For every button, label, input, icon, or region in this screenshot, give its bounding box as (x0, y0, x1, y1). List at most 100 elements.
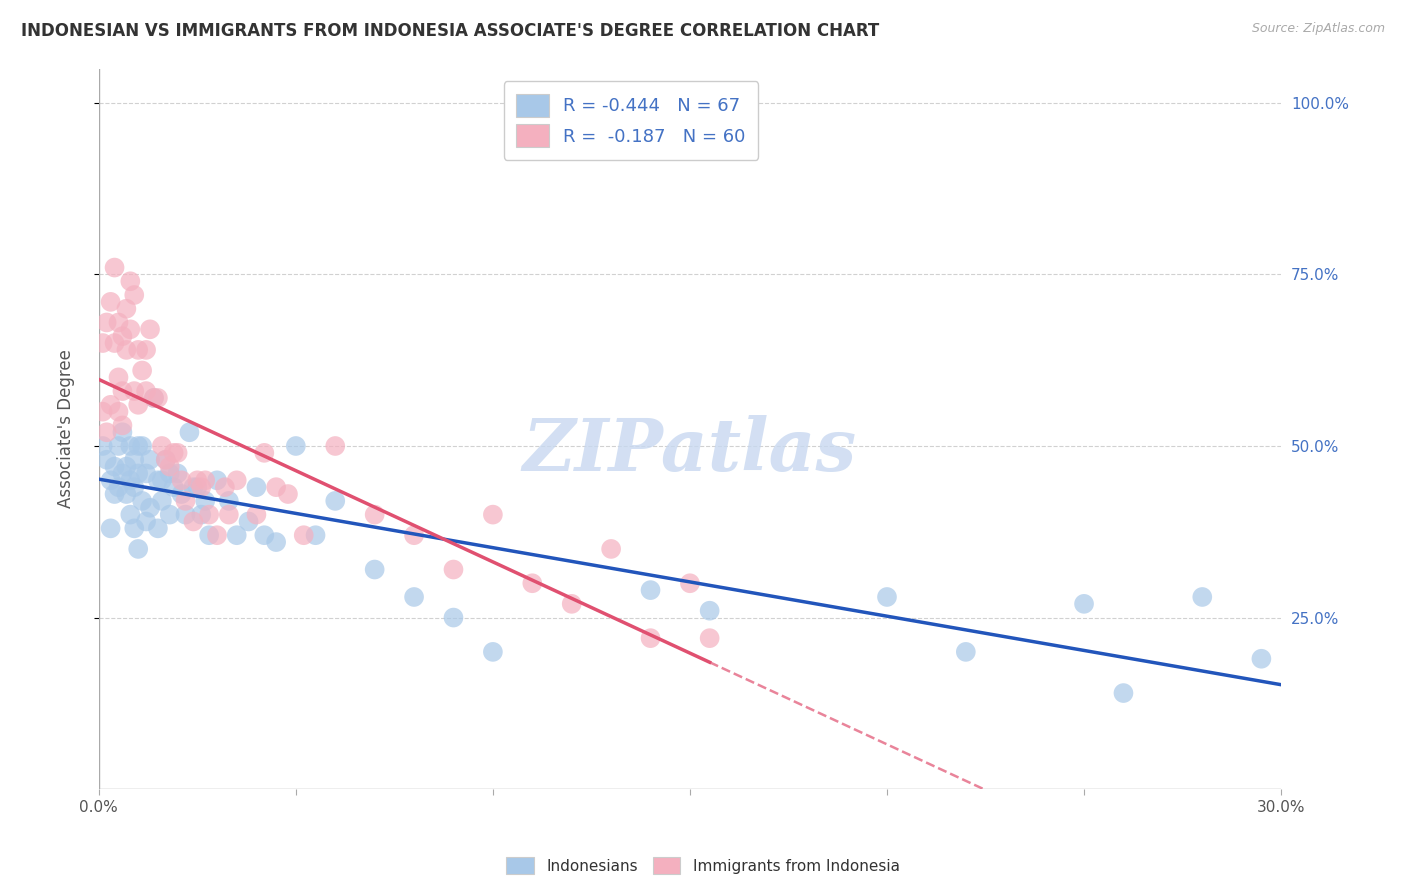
Point (264, 535, 287, 549)
Point (304, 528, 326, 542)
Point (143, 391, 166, 405)
Point (640, 583, 662, 598)
Point (103, 336, 125, 351)
Point (150, 494, 173, 508)
Point (120, 322, 142, 336)
Point (170, 473, 193, 487)
Point (245, 508, 267, 522)
Point (135, 467, 157, 481)
Point (699, 604, 721, 618)
Point (218, 508, 240, 522)
Point (96, 425, 118, 440)
Point (103, 260, 125, 275)
Point (115, 343, 138, 357)
Point (107, 480, 129, 494)
Point (323, 439, 346, 453)
Point (238, 515, 260, 529)
Point (107, 315, 129, 329)
Point (443, 562, 465, 576)
Point (100, 473, 122, 487)
Point (135, 515, 157, 529)
Text: Source: ZipAtlas.com: Source: ZipAtlas.com (1251, 22, 1385, 36)
Point (120, 508, 142, 522)
Point (146, 391, 169, 405)
Point (91, 336, 114, 351)
Point (111, 384, 134, 398)
Point (404, 590, 426, 604)
Legend: R = -0.444   N = 67, R =  -0.187   N = 60: R = -0.444 N = 67, R = -0.187 N = 60 (503, 81, 758, 160)
Text: INDONESIAN VS IMMIGRANTS FROM INDONESIA ASSOCIATE'S DEGREE CORRELATION CHART: INDONESIAN VS IMMIGRANTS FROM INDONESIA … (21, 22, 879, 40)
Point (443, 610, 465, 624)
Point (146, 521, 169, 535)
Point (679, 576, 702, 591)
Point (111, 425, 134, 440)
Point (127, 467, 149, 481)
Point (404, 528, 426, 542)
Point (127, 343, 149, 357)
Point (131, 363, 153, 377)
Point (103, 459, 125, 474)
Point (190, 480, 212, 494)
Y-axis label: Associate's Degree: Associate's Degree (58, 350, 75, 508)
Point (186, 480, 208, 494)
Point (640, 631, 662, 645)
Point (120, 274, 142, 288)
Point (174, 494, 197, 508)
Point (91, 439, 114, 453)
Text: ZIPatlas: ZIPatlas (523, 415, 858, 486)
Point (253, 446, 276, 460)
Point (122, 288, 145, 302)
Point (292, 528, 315, 542)
Legend: Indonesians, Immigrants from Indonesia: Indonesians, Immigrants from Indonesia (501, 851, 905, 880)
Point (120, 439, 142, 453)
Point (214, 480, 236, 494)
Point (363, 508, 385, 522)
Point (876, 590, 898, 604)
Point (179, 425, 201, 440)
Point (120, 473, 142, 487)
Point (1073, 597, 1095, 611)
Point (135, 384, 157, 398)
Point (111, 467, 134, 481)
Point (198, 508, 221, 522)
Point (600, 541, 623, 556)
Point (699, 631, 721, 645)
Point (482, 645, 505, 659)
Point (163, 446, 186, 460)
Point (1112, 686, 1135, 700)
Point (253, 528, 276, 542)
Point (155, 452, 177, 467)
Point (225, 528, 247, 542)
Point (127, 541, 149, 556)
Point (522, 576, 544, 591)
Point (111, 329, 134, 343)
Point (155, 452, 177, 467)
Point (186, 473, 208, 487)
Point (139, 500, 162, 515)
Point (163, 480, 186, 494)
Point (1191, 590, 1213, 604)
Point (115, 301, 138, 316)
Point (183, 480, 205, 494)
Point (194, 473, 217, 487)
Point (277, 487, 299, 501)
Point (482, 508, 505, 522)
Point (159, 459, 181, 474)
Point (139, 452, 162, 467)
Point (100, 294, 122, 309)
Point (955, 645, 977, 659)
Point (205, 473, 228, 487)
Point (111, 418, 134, 433)
Point (91, 405, 114, 419)
Point (131, 439, 153, 453)
Point (100, 521, 122, 535)
Point (225, 473, 247, 487)
Point (264, 480, 287, 494)
Point (323, 494, 346, 508)
Point (115, 459, 138, 474)
Point (127, 398, 149, 412)
Point (107, 370, 129, 384)
Point (150, 439, 173, 453)
Point (170, 487, 193, 501)
Point (135, 343, 157, 357)
